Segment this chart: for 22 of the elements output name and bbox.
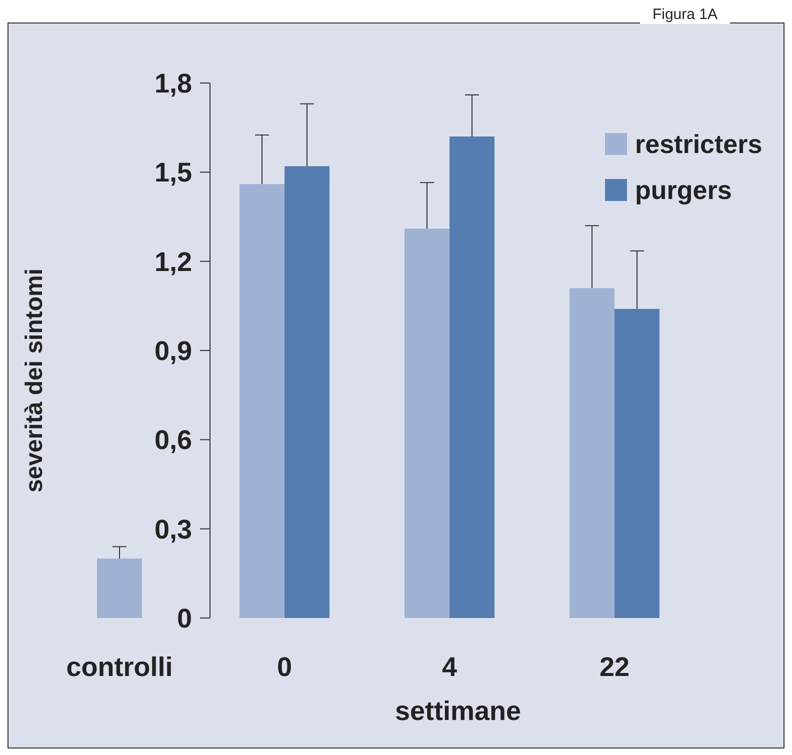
legend-label: restricters [635,129,762,160]
y-tick-label: 1,2 [154,246,192,277]
legend-label: purgers [635,175,732,206]
bar [404,228,450,618]
bar [450,136,494,618]
y-axis-title: severità dei sintomi [21,268,48,493]
y-tick-label: 1,8 [154,68,192,98]
bar [284,166,330,618]
x-tick-label: controlli [66,652,173,682]
bar [240,184,284,618]
bar [614,308,660,618]
y-tick-label: 0,6 [154,425,192,456]
x-axis-title: settimane [394,696,522,726]
y-tick-label: 0,9 [154,336,192,366]
y-tick-label: 0 [176,603,192,634]
y-tick-label: 1,5 [154,158,192,188]
bar [570,288,614,618]
x-tick-label: 22 [599,652,630,682]
x-tick-label: 4 [442,652,458,682]
y-tick-label: 0,3 [154,514,192,544]
x-tick-label: 0 [276,652,292,682]
chart-title: Figura 1A [652,6,718,23]
